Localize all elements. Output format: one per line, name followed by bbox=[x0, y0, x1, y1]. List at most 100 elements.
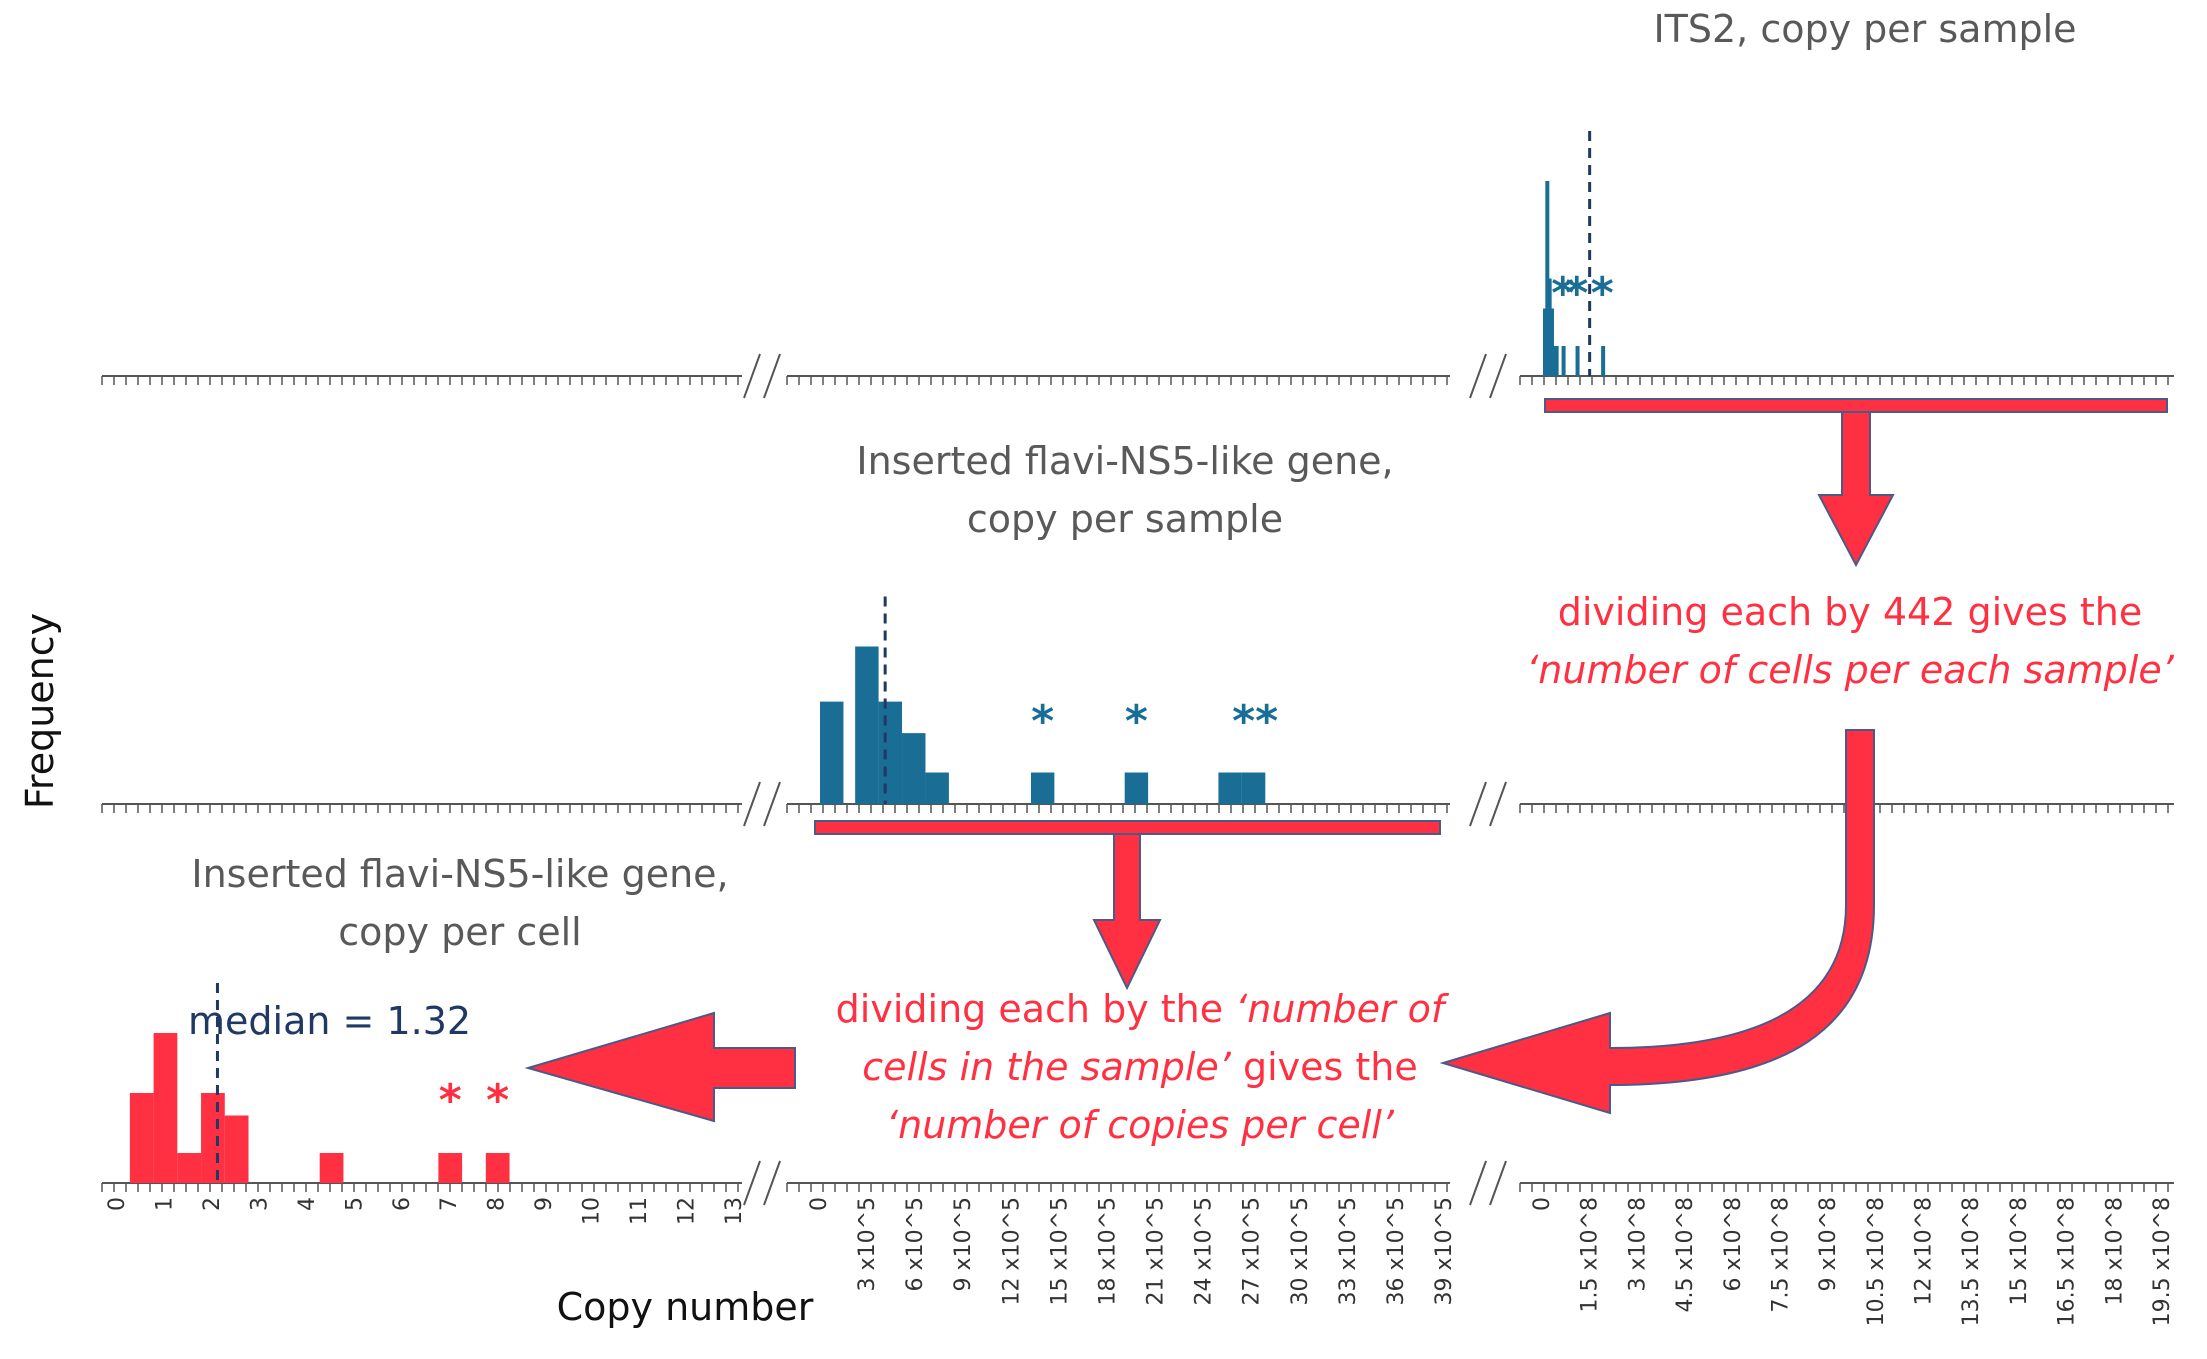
axis-break-bottom-1-b bbox=[1489, 1160, 1507, 1206]
x-tick-label: 3 x10^8 bbox=[1625, 1197, 1650, 1291]
x-tick-label: 16.5 x10^8 bbox=[2055, 1197, 2080, 1326]
histogram-bar bbox=[1545, 181, 1550, 376]
axis-break-bottom-1-a bbox=[1469, 1160, 1487, 1206]
histogram-bar bbox=[1218, 772, 1242, 804]
y-axis-title: Frequency bbox=[11, 611, 69, 811]
histogram-bar bbox=[1554, 346, 1559, 376]
step2-line3-italic: ‘number of copies per cell’ bbox=[886, 1103, 1394, 1147]
arrow-down-middle bbox=[1092, 833, 1162, 991]
x-tick-label: 19.5 x10^8 bbox=[2150, 1197, 2175, 1326]
axis-break-top-0-a bbox=[743, 353, 761, 399]
axis-break-top-1-b bbox=[1489, 353, 1507, 399]
middle-panel-title: Inserted flavi-NS5-like gene, copy per s… bbox=[780, 432, 1470, 548]
arrows-layer bbox=[524, 398, 2168, 1123]
top-title-text: ITS2, copy per sample bbox=[1653, 7, 2077, 51]
histogram-bar bbox=[129, 1093, 154, 1183]
x-tick-label: 6 x10^5 bbox=[903, 1197, 928, 1291]
x-tick-label: 9 bbox=[532, 1197, 557, 1211]
axis-break-top-1-a bbox=[1469, 353, 1487, 399]
outlier-star: * bbox=[486, 1075, 509, 1126]
x-tick-label: 11 bbox=[627, 1197, 652, 1225]
x-tick-label: 39 x10^5 bbox=[1432, 1197, 1457, 1305]
bracket-middle bbox=[814, 820, 1441, 835]
step2-line2-plain: gives the bbox=[1230, 1045, 1418, 1089]
x-tick-label: 4 bbox=[295, 1197, 320, 1211]
histogram-bar bbox=[1543, 308, 1547, 376]
middle-title-line1: Inserted flavi-NS5-like gene, bbox=[856, 439, 1394, 483]
histogram-bar bbox=[1552, 346, 1557, 376]
x-tick-label: 12 x10^8 bbox=[1912, 1197, 1937, 1305]
outlier-star: * bbox=[439, 1075, 462, 1126]
axis-break-middle-1-b bbox=[1489, 781, 1507, 827]
axis-break-bottom-0-b bbox=[763, 1160, 781, 1206]
histogram-bar bbox=[902, 733, 926, 804]
step1-line2-italic: ‘number of cells per each sample’ bbox=[1526, 648, 2174, 692]
histogram-bar bbox=[1124, 772, 1149, 804]
histogram-bar bbox=[438, 1153, 463, 1183]
outlier-star: * bbox=[1551, 268, 1574, 319]
step2-line1-plain: dividing each by the bbox=[835, 987, 1236, 1031]
arrow-left bbox=[524, 1011, 796, 1123]
histogram-bar bbox=[201, 1093, 225, 1183]
histogram-bar bbox=[177, 1153, 202, 1183]
x-tick-label: 7 bbox=[437, 1197, 462, 1211]
bottom-title-line1: Inserted flavi-NS5-like gene, bbox=[191, 852, 729, 896]
arrow-curved bbox=[1439, 729, 1875, 1115]
x-tick-label: 30 x10^5 bbox=[1288, 1197, 1313, 1305]
x-tick-label: 13 bbox=[722, 1197, 747, 1225]
histogram-bar bbox=[1601, 346, 1606, 376]
step2-line2: cells in the sample’ gives the bbox=[790, 1038, 1490, 1096]
histogram-bar bbox=[855, 646, 879, 804]
step1-line1: dividing each by 442 gives the bbox=[1557, 590, 2143, 634]
step1-annotation: dividing each by 442 gives the ‘number o… bbox=[1500, 583, 2200, 699]
x-tick-label: 2 bbox=[200, 1197, 225, 1211]
outlier-star: * bbox=[1565, 268, 1588, 319]
x-tick-label: 6 x10^8 bbox=[1721, 1197, 1746, 1291]
histogram-bar bbox=[224, 1115, 249, 1183]
step2-line1-italic: ‘number of bbox=[1235, 987, 1445, 1031]
x-tick-label: 33 x10^5 bbox=[1336, 1197, 1361, 1305]
x-tick-label: 15 x10^8 bbox=[2007, 1197, 2032, 1305]
axis-break-bottom-0-a bbox=[743, 1160, 761, 1206]
x-tick-label: 10.5 x10^8 bbox=[1864, 1197, 1889, 1326]
tick-labels-layer: 0 1.5 x10^8 3 x10^8 4.5 x10^8 6 x10^8 7.5 x10… bbox=[105, 1197, 2175, 1326]
bars-layer: ** ** * *** * bbox=[129, 131, 1614, 1183]
step2-line1: dividing each by the ‘number of bbox=[790, 980, 1490, 1038]
axis-break-middle-0-b bbox=[763, 781, 781, 827]
x-axis-title: Copy number bbox=[540, 1278, 830, 1336]
x-tick-label: 15 x10^5 bbox=[1047, 1197, 1072, 1305]
step2-line2-italic: cells in the sample’ bbox=[862, 1045, 1231, 1089]
x-tick-label: 9 x10^5 bbox=[951, 1197, 976, 1291]
top-panel-title: ITS2, copy per sample bbox=[1540, 0, 2190, 58]
histogram-bar bbox=[1030, 772, 1055, 804]
x-tick-label: 6 bbox=[390, 1197, 415, 1211]
axis-break-top-0-b bbox=[763, 353, 781, 399]
median-label: median = 1.32 bbox=[188, 992, 508, 1050]
y-axis-title-text: Frequency bbox=[18, 612, 62, 810]
x-tick-label: 18 x10^5 bbox=[1095, 1197, 1120, 1305]
x-tick-label: 12 x10^5 bbox=[999, 1197, 1024, 1305]
outlier-star: * bbox=[1031, 696, 1054, 747]
histogram-bar bbox=[1241, 772, 1266, 804]
histogram-bar bbox=[1547, 278, 1552, 376]
x-tick-label: 27 x10^5 bbox=[1240, 1197, 1265, 1305]
axis-break-middle-1-a bbox=[1469, 781, 1487, 827]
x-tick-label: 10 bbox=[580, 1197, 605, 1225]
x-tick-label: 5 bbox=[342, 1197, 367, 1211]
arrow-down-top bbox=[1817, 411, 1895, 568]
x-tick-label: 12 bbox=[675, 1197, 700, 1225]
x-tick-label: 18 x10^8 bbox=[2102, 1197, 2127, 1305]
x-axis-title-text: Copy number bbox=[556, 1285, 814, 1329]
x-tick-label: 3 x10^5 bbox=[855, 1197, 880, 1291]
x-tick-label: 8 bbox=[485, 1197, 510, 1211]
bottom-title-line2: copy per cell bbox=[338, 910, 582, 954]
histogram-bar bbox=[1561, 346, 1566, 376]
bracket-top bbox=[1544, 398, 2168, 413]
step2-annotation: dividing each by the ‘number of cells in… bbox=[790, 980, 1490, 1154]
axis-break-middle-0-a bbox=[743, 781, 761, 827]
x-tick-label: 13.5 x10^8 bbox=[1959, 1197, 1984, 1326]
x-tick-label: 36 x10^5 bbox=[1384, 1197, 1409, 1305]
bottom-panel-title: Inserted flavi-NS5-like gene, copy per c… bbox=[150, 845, 770, 961]
